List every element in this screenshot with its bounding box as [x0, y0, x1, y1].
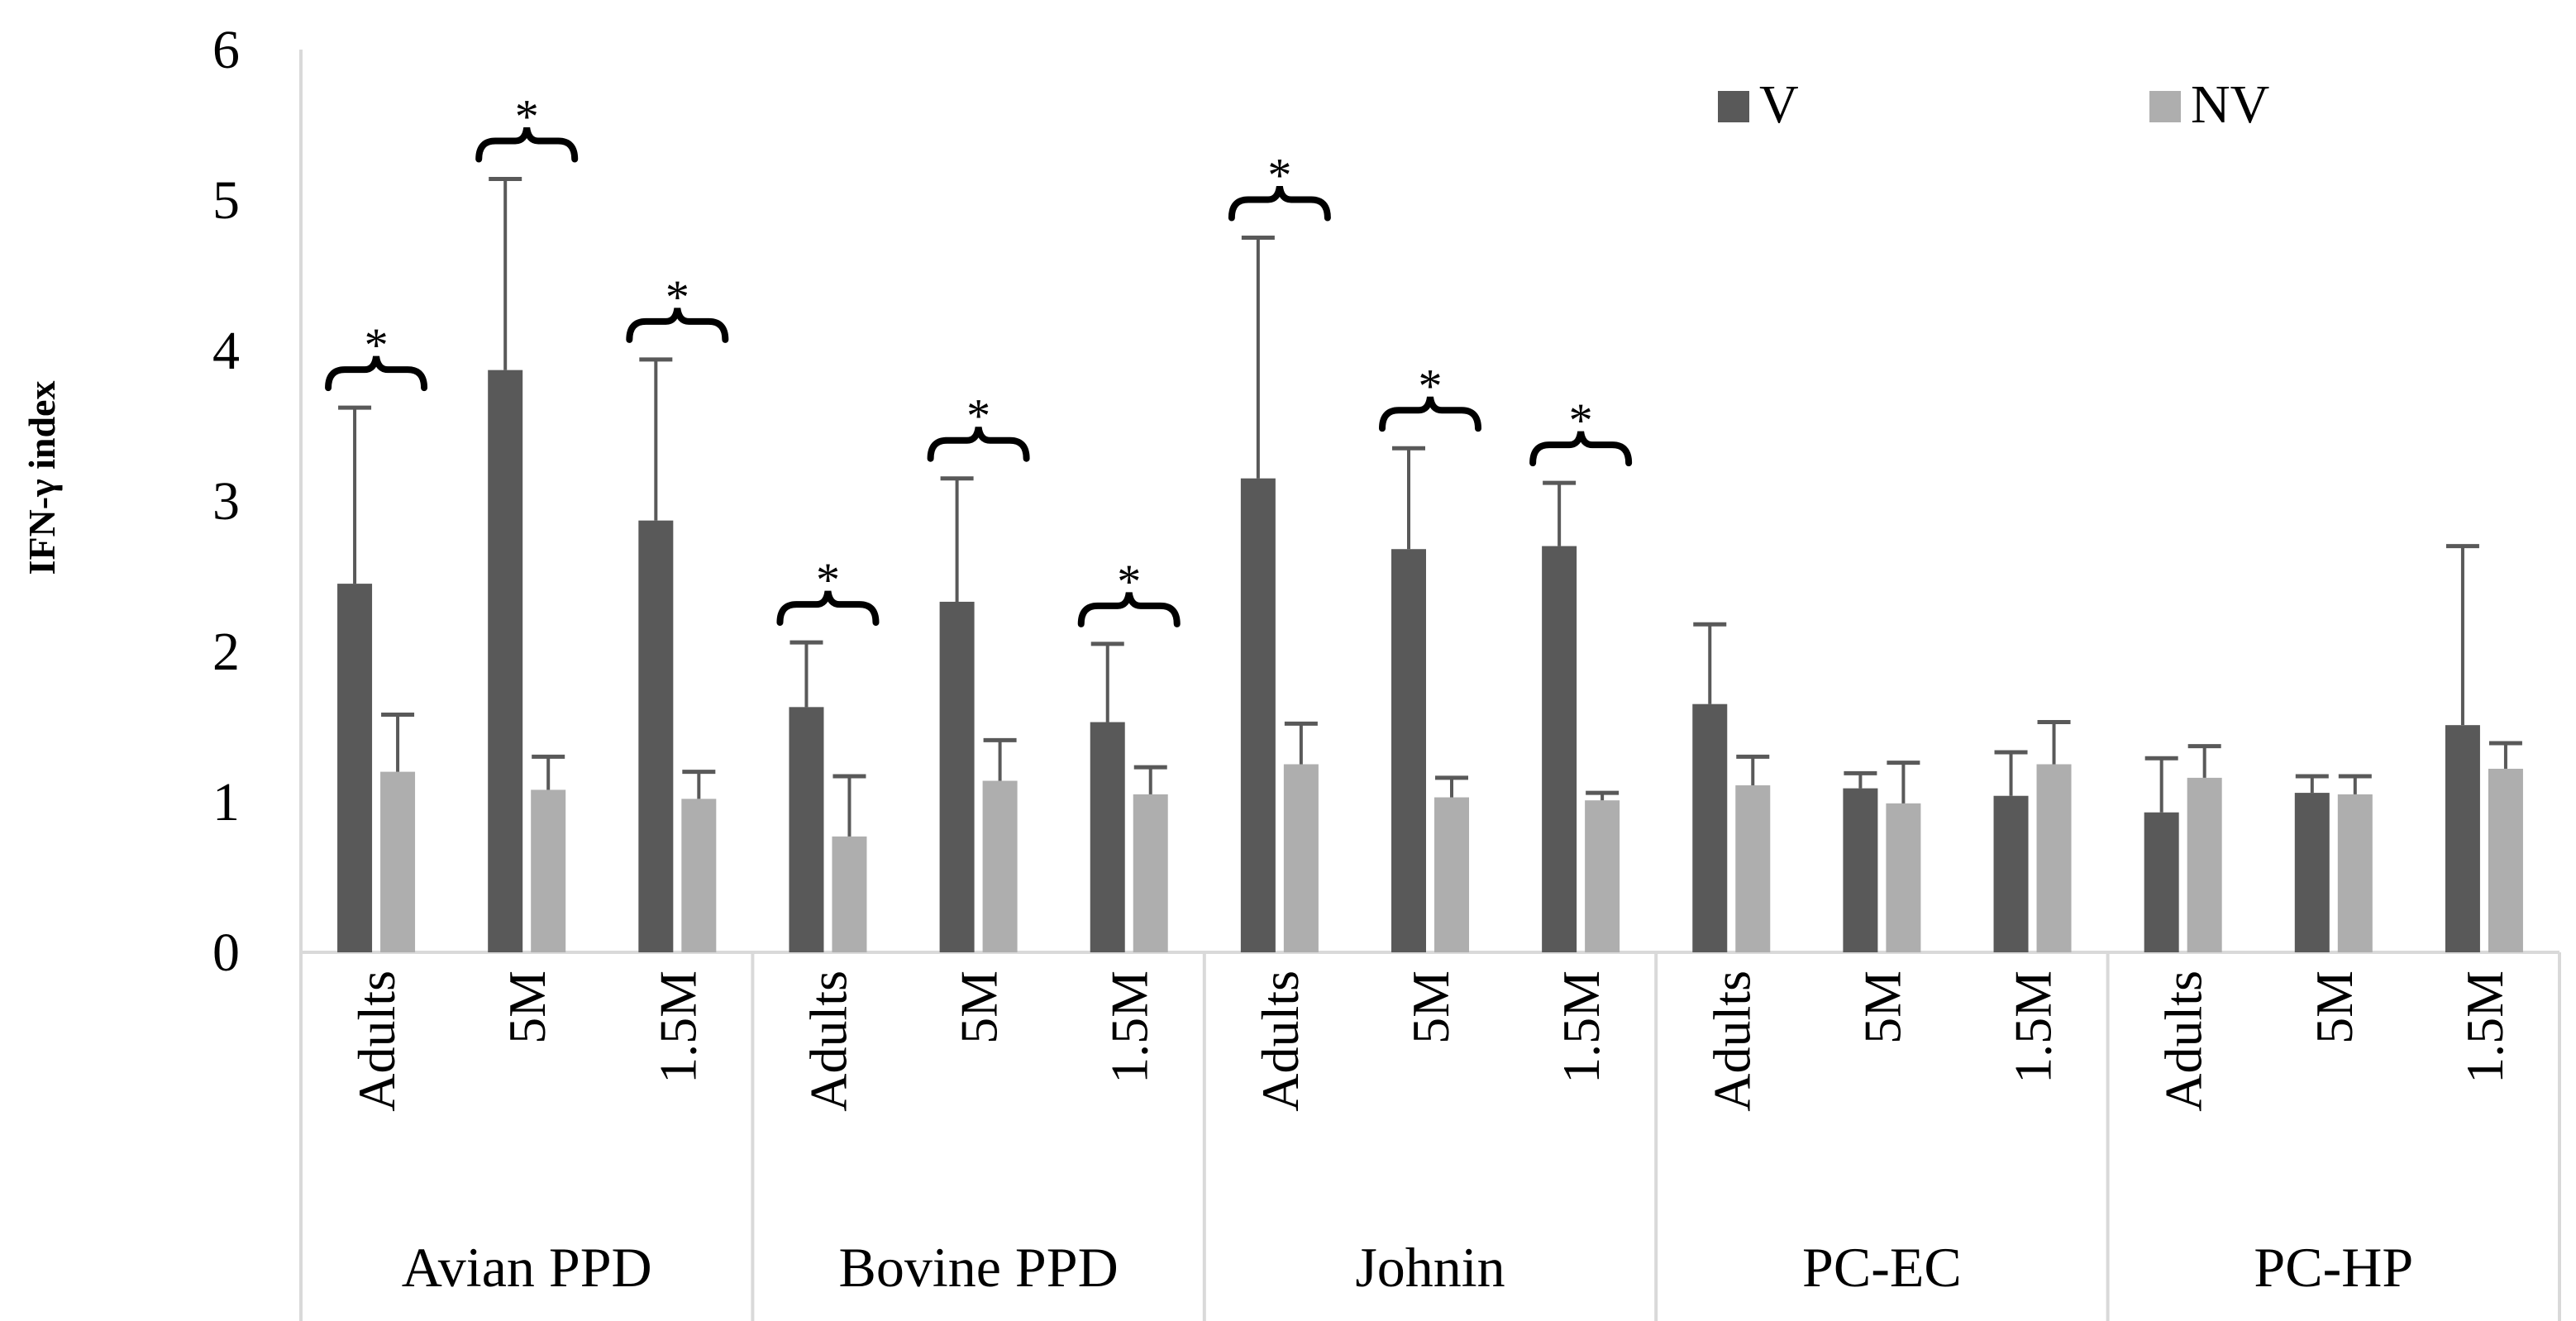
significance-asterisk: * — [1267, 149, 1291, 203]
bar-nv — [2337, 794, 2373, 952]
bar-v — [789, 707, 824, 952]
category-label: 1.5M — [1100, 970, 1159, 1084]
significance-bracket — [1529, 431, 1633, 467]
category-label: 1.5M — [1552, 970, 1610, 1084]
significance-bracket — [1228, 185, 1331, 222]
significance-asterisk: * — [966, 389, 990, 443]
y-tick-label: 4 — [212, 321, 240, 381]
bar-nv — [681, 799, 717, 952]
plot-area: 0 1 2 3 4 5 6 * Adults * 5M * 1.5M Avian PPD * Adults * 5… — [212, 20, 2561, 1321]
group-label: Avian PPD — [402, 1236, 652, 1299]
y-tick-label: 6 — [212, 20, 240, 80]
y-tick-label: 3 — [212, 471, 240, 532]
bar-nv — [1133, 794, 1168, 952]
category-label: Adults — [1702, 970, 1761, 1112]
bar-nv — [832, 836, 867, 952]
bar-v — [939, 601, 975, 952]
category-label: Adults — [2154, 970, 2213, 1112]
significance-bracket — [1077, 592, 1181, 627]
bar-nv — [1283, 764, 1319, 952]
bar-v — [1391, 549, 1426, 952]
significance-asterisk: * — [515, 90, 539, 144]
category-label: 1.5M — [2455, 970, 2514, 1084]
bar-nv — [1886, 803, 1921, 952]
bar-nv — [1434, 797, 1469, 952]
category-label: 5M — [1401, 970, 1460, 1044]
legend-label-v: V — [1759, 74, 1799, 135]
group-label: Bovine PPD — [839, 1236, 1119, 1299]
significance-bracket — [325, 355, 428, 392]
y-tick-label: 1 — [212, 772, 240, 832]
category-label: Adults — [1251, 970, 1309, 1112]
category-label: 5M — [1853, 970, 1911, 1044]
y-tick-label: 5 — [212, 170, 240, 231]
significance-bracket — [626, 308, 729, 343]
bar-nv — [1735, 784, 1771, 952]
legend-swatch-v — [1718, 91, 1749, 122]
category-label: 1.5M — [648, 970, 707, 1084]
legend-swatch-nv — [2149, 91, 2181, 122]
group-label: PC-EC — [1802, 1236, 1962, 1299]
bar-v — [1542, 546, 1577, 952]
legend-label-nv: NV — [2191, 74, 2269, 135]
y-tick-label: 2 — [212, 622, 240, 682]
bar-nv — [982, 780, 1018, 952]
significance-bracket — [475, 126, 579, 163]
y-axis-label: IFN-γ index — [21, 381, 63, 575]
bar-v — [1090, 722, 1125, 952]
bar-v — [1993, 795, 2029, 952]
significance-bracket — [1379, 396, 1481, 432]
bar-v — [1843, 788, 1878, 952]
bar-v — [337, 584, 373, 952]
significance-asterisk: * — [816, 553, 840, 607]
category-label: 5M — [2305, 970, 2364, 1044]
category-label: 5M — [498, 970, 556, 1044]
bar-v — [1240, 478, 1276, 952]
significance-bracket — [927, 427, 1030, 462]
significance-asterisk: * — [1117, 555, 1141, 608]
category-label: Adults — [799, 970, 857, 1112]
category-label: 5M — [950, 970, 1009, 1044]
bar-v — [2144, 812, 2179, 952]
bar-nv — [1585, 800, 1620, 952]
bar-v — [638, 520, 674, 952]
bar-v — [1692, 703, 1728, 952]
group-label: Johnin — [1355, 1236, 1505, 1299]
bar-v — [488, 370, 523, 952]
group-label: PC-HP — [2254, 1236, 2413, 1299]
bar-v — [2294, 793, 2330, 952]
bar-nv — [380, 771, 416, 952]
bar-nv — [2488, 768, 2523, 952]
bar-nv — [2036, 764, 2072, 952]
bar-nv — [531, 789, 566, 952]
significance-bracket — [776, 590, 880, 627]
significance-asterisk: * — [1419, 359, 1443, 413]
y-tick-label: 0 — [212, 923, 240, 983]
significance-asterisk: * — [1569, 393, 1593, 447]
bar-nv — [2187, 777, 2222, 952]
significance-asterisk: * — [665, 270, 689, 324]
significance-asterisk: * — [365, 318, 389, 372]
bar-v — [2445, 725, 2480, 952]
category-label: 1.5M — [2004, 970, 2063, 1084]
category-label: Adults — [347, 970, 406, 1112]
